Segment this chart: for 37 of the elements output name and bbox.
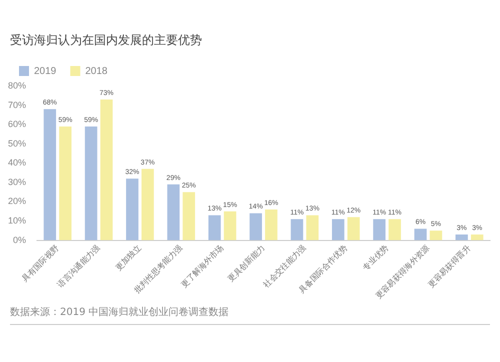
bar [126, 178, 138, 240]
y-tick-label: 50% [8, 138, 26, 148]
bar [347, 217, 360, 240]
y-tick-label: 60% [8, 119, 26, 130]
bar [167, 184, 180, 240]
bar [265, 209, 278, 240]
bar [290, 219, 304, 240]
bar [59, 126, 72, 240]
bar [142, 168, 154, 240]
y-tick-label: 80% [8, 80, 26, 90]
bar [414, 228, 427, 240]
y-tick-label: 30% [8, 176, 26, 187]
bar [208, 215, 221, 240]
y-tick-label: 70% [8, 100, 26, 110]
y-tick-label: 40% [8, 158, 26, 168]
bar [332, 219, 344, 240]
bar [100, 100, 113, 240]
x-tick-label: 更加独立 [114, 243, 143, 272]
bar [388, 219, 401, 240]
legend-label: 2018 [85, 66, 108, 77]
y-tick-label: 20% [8, 196, 26, 206]
bar [182, 192, 196, 240]
source-note: 数据来源：2019 中国海归就业创业问卷调查数据 [10, 306, 229, 319]
bar [84, 126, 98, 240]
bar [430, 230, 442, 240]
bar [250, 213, 262, 240]
bar [373, 219, 386, 240]
bar [456, 234, 468, 240]
bar [306, 215, 319, 240]
y-tick-label: 0% [13, 234, 26, 245]
x-tick-label: 专业优势 [361, 243, 390, 272]
bar [470, 234, 484, 240]
y-tick-label: 10% [8, 215, 26, 226]
bar [224, 211, 236, 240]
chart-title: 受访海归认为在国内发展的主要优势 [10, 32, 202, 49]
bar [44, 109, 56, 240]
legend-label: 2019 [34, 66, 57, 77]
